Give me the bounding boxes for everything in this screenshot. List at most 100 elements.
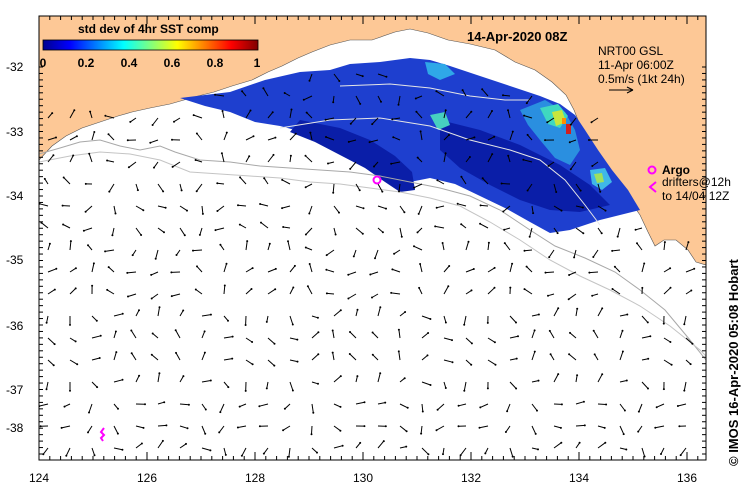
- current-vector: [266, 381, 269, 389]
- current-vector-head: [339, 429, 342, 432]
- current-vector: [284, 92, 291, 97]
- current-vector: [47, 112, 53, 119]
- current-vector: [443, 315, 447, 323]
- current-vector-head: [368, 141, 371, 144]
- current-vector: [399, 205, 405, 213]
- current-vector: [151, 354, 159, 361]
- current-vector: [685, 290, 692, 295]
- current-vector-head: [646, 321, 649, 324]
- current-vector: [443, 359, 453, 363]
- current-vector: [172, 161, 181, 168]
- current-vector: [267, 268, 276, 273]
- current-vector-head: [414, 97, 417, 100]
- current-vector-head: [669, 341, 672, 343]
- current-vector: [435, 225, 445, 229]
- current-vector: [325, 117, 335, 121]
- current-vector-head: [76, 363, 79, 366]
- current-vector-head: [192, 114, 195, 117]
- current-vector-head: [158, 372, 161, 375]
- current-vector-head: [227, 319, 229, 322]
- current-vector-head: [281, 207, 284, 210]
- current-vector-head: [349, 331, 351, 333]
- current-vector: [333, 205, 340, 213]
- current-vector: [531, 330, 536, 339]
- current-vector: [421, 381, 431, 386]
- current-vector: [663, 242, 666, 251]
- current-vector-head: [390, 162, 393, 165]
- current-vector-head: [506, 410, 509, 413]
- current-vector: [69, 337, 76, 342]
- current-vector-head: [690, 289, 693, 292]
- current-vector: [245, 288, 252, 295]
- current-vector-head: [203, 351, 206, 354]
- current-vector: [619, 314, 628, 317]
- sst-std-dev-layer: [180, 58, 640, 233]
- current-vector-head: [588, 139, 590, 141]
- current-vector-head: [493, 286, 496, 289]
- current-vector: [592, 161, 599, 167]
- current-vector-head: [416, 156, 419, 159]
- current-vector-head: [371, 353, 374, 356]
- current-vector-head: [304, 154, 307, 157]
- current-vector-head: [150, 297, 153, 300]
- current-vector: [436, 90, 445, 97]
- current-vector: [44, 178, 49, 185]
- current-vector-head: [546, 121, 549, 124]
- current-vector: [69, 109, 75, 119]
- current-vector: [421, 315, 431, 320]
- current-vector-head: [214, 229, 217, 232]
- current-vector-head: [175, 351, 177, 354]
- current-vector: [41, 222, 49, 229]
- current-vector-head: [69, 323, 71, 326]
- current-vector: [223, 315, 229, 322]
- current-vector: [465, 136, 475, 141]
- current-vector: [399, 311, 406, 317]
- current-vector-head: [209, 449, 212, 452]
- current-vector: [241, 447, 247, 457]
- current-vector-head: [583, 424, 586, 427]
- current-vector: [201, 314, 211, 317]
- current-vector-head: [416, 231, 419, 234]
- current-vector: [680, 447, 687, 456]
- current-vector-head: [463, 389, 466, 392]
- current-vector-head: [647, 357, 650, 360]
- current-vector-head: [621, 329, 624, 332]
- current-vector-head: [158, 306, 161, 309]
- current-vector: [415, 95, 423, 99]
- current-vector-head: [522, 158, 525, 161]
- current-vector-head: [216, 182, 219, 185]
- current-vector: [289, 337, 298, 341]
- current-vector: [326, 269, 335, 273]
- y-tick-label: -34: [6, 189, 24, 203]
- current-vector: [47, 268, 57, 273]
- current-vector-head: [398, 190, 400, 193]
- current-vector: [398, 95, 401, 105]
- current-vector: [155, 249, 159, 259]
- current-vector-head: [283, 407, 286, 410]
- current-vector-head: [447, 285, 450, 288]
- current-vector: [549, 330, 555, 339]
- current-vector-head: [494, 363, 497, 366]
- current-vector-head: [547, 164, 550, 167]
- current-vector: [217, 182, 225, 185]
- current-vector-head: [251, 267, 254, 270]
- current-vector: [393, 136, 401, 141]
- colorbar-tick: 0.4: [121, 56, 138, 70]
- current-vector: [413, 183, 423, 189]
- argo-float-marker: [372, 175, 382, 185]
- current-vector: [113, 331, 117, 339]
- current-vector: [421, 403, 424, 412]
- current-vector: [157, 424, 167, 427]
- credit-text: © IMOS 16-Apr-2020 05:08 Hobart: [726, 259, 741, 466]
- current-vector-head: [249, 109, 252, 112]
- current-vector-head: [478, 426, 481, 429]
- current-vector-head: [53, 288, 56, 291]
- current-vector-head: [451, 361, 454, 364]
- current-vector: [179, 375, 184, 383]
- current-vector-head: [397, 103, 400, 106]
- current-vector-head: [296, 360, 299, 363]
- current-vector: [201, 380, 211, 383]
- current-vector: [221, 153, 225, 163]
- current-vector-head: [405, 445, 408, 448]
- current-vector: [179, 425, 188, 429]
